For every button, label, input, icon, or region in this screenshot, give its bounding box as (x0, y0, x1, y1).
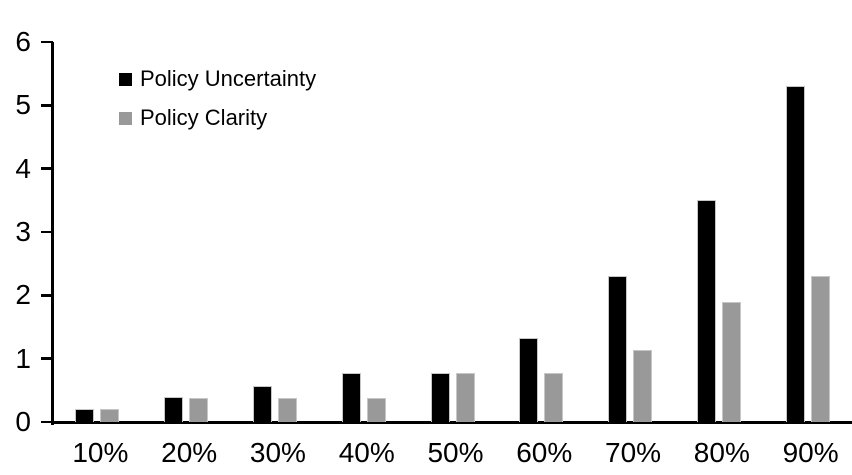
x-tick-label: 50% (427, 437, 484, 468)
bar-policy-clarity (189, 397, 209, 422)
y-axis-tick (41, 104, 53, 107)
chart-legend: Policy Uncertainty Policy Clarity (119, 66, 316, 131)
x-tick-label: 20% (161, 437, 218, 468)
x-tick-label: 80% (693, 437, 750, 468)
x-tick-label: 90% (782, 437, 839, 468)
legend-swatch-black-icon (119, 72, 132, 86)
bar-policy-uncertainty (696, 200, 716, 422)
y-axis-line (51, 42, 54, 425)
bar-policy-uncertainty (341, 373, 361, 422)
bar-policy-clarity (455, 373, 475, 422)
bar-policy-uncertainty (608, 276, 628, 422)
bar-policy-clarity (100, 409, 120, 422)
y-tick-label: 4 (15, 152, 31, 184)
bar-policy-clarity (366, 397, 386, 422)
bar-policy-clarity (633, 350, 653, 422)
y-axis-tick (41, 420, 53, 424)
bar-policy-uncertainty (430, 372, 450, 422)
bar-policy-uncertainty (75, 409, 95, 422)
y-tick-label: 3 (15, 216, 31, 247)
bar-policy-clarity (810, 276, 830, 422)
x-tick-label: 30% (249, 437, 306, 468)
y-tick-label: 1 (15, 342, 31, 374)
y-axis-tick (41, 167, 53, 170)
y-axis-tick (41, 294, 53, 297)
bar-policy-uncertainty (252, 385, 272, 422)
legend-item: Policy Uncertainty (119, 66, 316, 92)
bar-policy-clarity (277, 397, 297, 422)
y-tick-label: 6 (15, 26, 31, 57)
y-axis-tick (41, 230, 53, 234)
y-tick-label: 5 (15, 89, 31, 121)
legend-item: Policy Clarity (119, 105, 316, 131)
bar-policy-clarity (544, 373, 564, 422)
x-tick-label: 40% (338, 437, 395, 468)
y-axis-tick (41, 357, 53, 360)
bar-policy-uncertainty (785, 86, 805, 422)
y-axis-tick (41, 40, 53, 44)
y-tick-label: 0 (15, 406, 31, 437)
y-tick-label: 2 (15, 279, 31, 311)
bar-policy-uncertainty (164, 396, 184, 422)
bar-policy-uncertainty (519, 337, 539, 422)
x-tick-label: 10% (72, 437, 129, 468)
legend-label: Policy Clarity (140, 105, 268, 130)
x-axis-line (51, 421, 852, 424)
x-tick-label: 70% (605, 437, 662, 468)
bar-policy-clarity (721, 301, 741, 422)
legend-label: Policy Uncertainty (140, 66, 317, 91)
x-tick-label: 60% (516, 437, 573, 468)
legend-swatch-gray-icon (119, 111, 132, 125)
